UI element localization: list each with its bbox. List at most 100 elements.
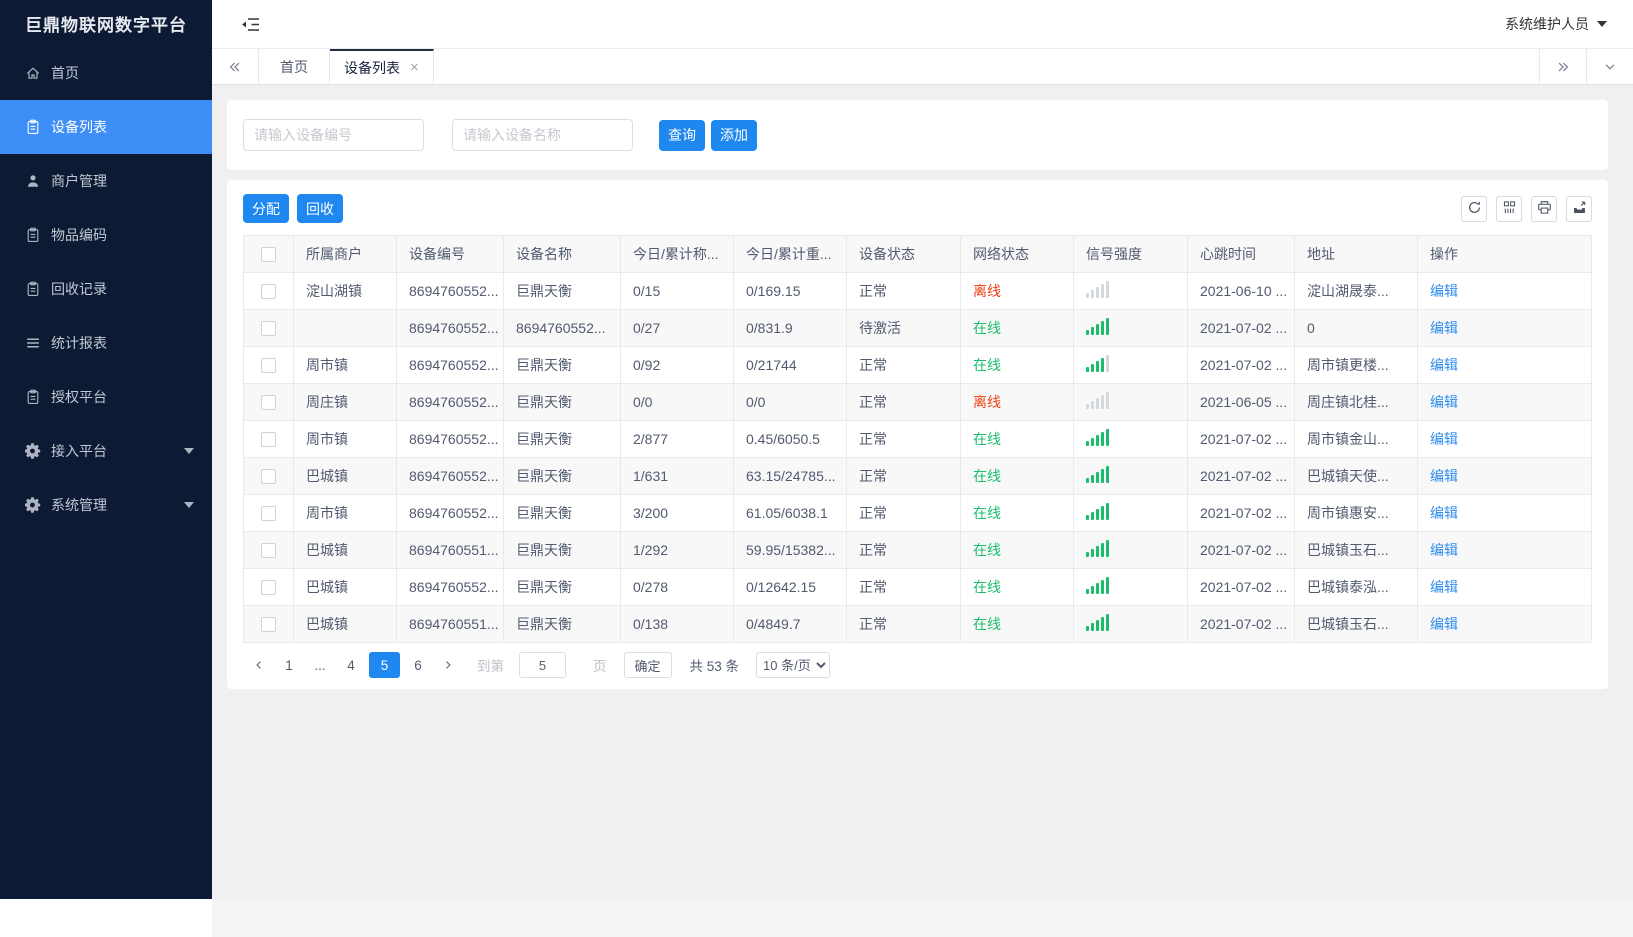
cell-today_count: 1/292 <box>620 531 734 569</box>
add-button[interactable]: 添加 <box>711 119 757 151</box>
network-status-text: 在线 <box>973 431 1001 447</box>
user-menu[interactable]: 系统维护人员 <box>1505 14 1607 34</box>
close-icon[interactable]: × <box>410 59 419 76</box>
device-no-input[interactable] <box>243 119 424 151</box>
table-row: 淀山湖镇 8694760552... 巨鼎天衡 0/15 0/169.15 正常 离线 202… <box>243 272 1592 310</box>
row-checkbox[interactable] <box>261 432 276 448</box>
cell-address: 淀山湖晟泰... <box>1294 272 1418 310</box>
cell-network-status: 在线 <box>960 346 1074 384</box>
sidebar-item-label: 设备列表 <box>51 119 107 135</box>
sidebar-item-statistics-reports[interactable]: 统计报表 <box>0 316 212 370</box>
sidebar-item-authorization-platform[interactable]: 授权平台 <box>0 370 212 424</box>
topbar: 系统维护人员 <box>212 0 1633 48</box>
cell-action: 编辑 <box>1417 457 1592 495</box>
row-checkbox[interactable] <box>261 284 276 300</box>
cell-device_status: 正常 <box>846 272 961 310</box>
select-all-checkbox-cell <box>243 235 294 273</box>
row-checkbox[interactable] <box>261 543 276 559</box>
edit-link[interactable]: 编辑 <box>1430 283 1458 299</box>
page-number-4[interactable]: 4 <box>347 657 355 673</box>
row-checkbox[interactable] <box>261 358 276 374</box>
clipboard-icon <box>25 281 41 297</box>
page-number-5[interactable]: 5 <box>369 652 400 678</box>
row-checkbox[interactable] <box>261 506 276 522</box>
cell-address: 0 <box>1294 309 1418 347</box>
column-header-action: 操作 <box>1417 235 1592 273</box>
edit-link[interactable]: 编辑 <box>1430 357 1458 373</box>
page-size-select[interactable]: 10 条/页 <box>756 652 831 678</box>
row-checkbox[interactable] <box>261 321 276 337</box>
table-action-icons <box>1461 195 1592 222</box>
edit-link[interactable]: 编辑 <box>1430 468 1458 484</box>
prev-page-button[interactable] <box>247 652 271 678</box>
sidebar-item-access-platform[interactable]: 接入平台 <box>0 424 212 478</box>
tab-device-list[interactable]: 设备列表 × <box>330 49 434 84</box>
page-number-6[interactable]: 6 <box>414 657 422 673</box>
assign-button[interactable]: 分配 <box>243 194 289 223</box>
jump-page-input[interactable] <box>519 652 566 678</box>
tab-home[interactable]: 首页 <box>259 49 330 84</box>
list-icon <box>25 335 41 351</box>
recycle-button[interactable]: 回收 <box>297 194 343 223</box>
cell-heartbeat: 2021-07-02 ... <box>1187 568 1295 606</box>
tabs-scroll-right-button[interactable] <box>1539 49 1586 84</box>
export-button[interactable] <box>1566 195 1592 222</box>
table-row: 周庄镇 8694760552... 巨鼎天衡 0/0 0/0 正常 离线 2021-06-05… <box>243 383 1592 421</box>
edit-link[interactable]: 编辑 <box>1430 394 1458 410</box>
cell-signal <box>1073 605 1188 643</box>
edit-link[interactable]: 编辑 <box>1430 505 1458 521</box>
sidebar: 巨鼎物联网数字平台 首页 设备列表 商户管理 物品编码 回收记录 统计报表 授权平台 接入平台… <box>0 0 212 899</box>
cell-merchant: 周市镇 <box>293 494 397 532</box>
refresh-button[interactable] <box>1461 195 1487 222</box>
confirm-jump-button[interactable]: 确定 <box>623 652 672 678</box>
sidebar-item-home[interactable]: 首页 <box>0 46 212 100</box>
tab-label: 首页 <box>280 58 308 75</box>
cell-device_status: 正常 <box>846 605 961 643</box>
cell-today_count: 0/138 <box>620 605 734 643</box>
sidebar-item-recycle-records[interactable]: 回收记录 <box>0 262 212 316</box>
sidebar-item-system-management[interactable]: 系统管理 <box>0 478 212 532</box>
search-button[interactable]: 查询 <box>659 119 705 151</box>
row-checkbox[interactable] <box>261 469 276 485</box>
edit-link[interactable]: 编辑 <box>1430 320 1458 336</box>
network-status-text: 在线 <box>973 468 1001 484</box>
cell-today_weight: 0/831.9 <box>733 309 847 347</box>
sidebar-item-merchant-management[interactable]: 商户管理 <box>0 154 212 208</box>
sidebar-toggle-icon[interactable] <box>241 17 260 32</box>
column-header-today_weight: 今日/累计重... <box>733 235 847 273</box>
select-all-checkbox[interactable] <box>261 247 276 263</box>
cell-today_weight: 0/0 <box>733 383 847 421</box>
next-page-button[interactable] <box>436 652 460 678</box>
row-checkbox-cell <box>243 309 294 347</box>
edit-link[interactable]: 编辑 <box>1430 579 1458 595</box>
edit-link[interactable]: 编辑 <box>1430 431 1458 447</box>
tabs-actions-dropdown-button[interactable] <box>1586 49 1633 84</box>
edit-link[interactable]: 编辑 <box>1430 542 1458 558</box>
page-ellipsis[interactable]: ... <box>314 657 326 673</box>
row-checkbox[interactable] <box>261 617 276 633</box>
printer-button[interactable] <box>1531 195 1557 222</box>
cell-network-status: 在线 <box>960 457 1074 495</box>
cell-heartbeat: 2021-07-02 ... <box>1187 420 1295 458</box>
device-name-input[interactable] <box>452 119 633 151</box>
columns-button[interactable] <box>1496 195 1522 222</box>
page-number-1[interactable]: 1 <box>285 657 293 673</box>
row-checkbox[interactable] <box>261 395 276 411</box>
sidebar-item-item-codes[interactable]: 物品编码 <box>0 208 212 262</box>
row-checkbox[interactable] <box>261 580 276 596</box>
cell-signal <box>1073 420 1188 458</box>
clipboard-icon <box>25 389 41 405</box>
edit-link[interactable]: 编辑 <box>1430 616 1458 632</box>
column-header-device_name: 设备名称 <box>503 235 621 273</box>
cell-signal <box>1073 494 1188 532</box>
cell-action: 编辑 <box>1417 309 1592 347</box>
sidebar-item-device-list[interactable]: 设备列表 <box>0 100 212 154</box>
tabs-scroll-left-button[interactable] <box>212 49 259 84</box>
cell-merchant: 巴城镇 <box>293 568 397 606</box>
cell-device_status: 待激活 <box>846 309 961 347</box>
signal-strength-indicator <box>1086 503 1109 520</box>
page-unit-label: 页 <box>593 659 607 674</box>
cell-address: 周市镇金山... <box>1294 420 1418 458</box>
cell-address: 巴城镇玉石... <box>1294 605 1418 643</box>
main-area: 系统维护人员 首页 设备列表 × <box>212 0 1633 899</box>
